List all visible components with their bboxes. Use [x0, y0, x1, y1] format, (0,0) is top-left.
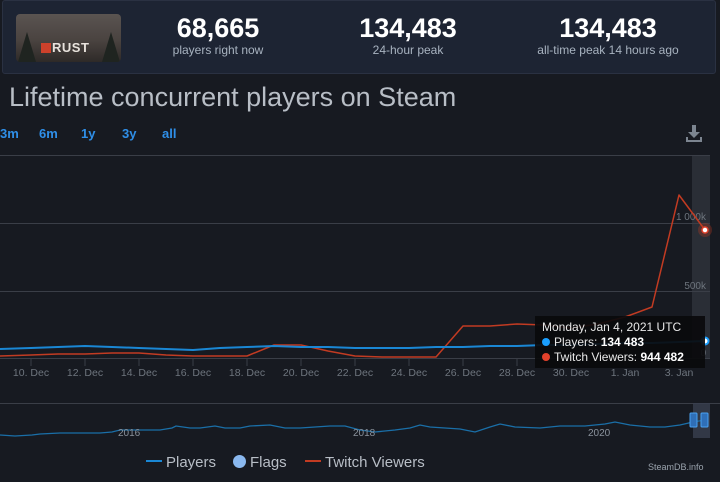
svg-text:22. Dec: 22. Dec: [337, 367, 373, 379]
range-3m-button[interactable]: 3m: [0, 126, 19, 141]
flags-dot-icon: [233, 455, 246, 468]
tooltip-row-twitch: Twitch Viewers: 944 482: [542, 350, 698, 365]
legend-players[interactable]: Players: [146, 454, 216, 471]
game-logo-text: RUST: [52, 40, 90, 55]
tooltip-label: Players:: [554, 335, 601, 349]
y-tick-1000k: 1 000k: [676, 212, 707, 223]
svg-text:26. Dec: 26. Dec: [445, 367, 481, 379]
svg-text:28. Dec: 28. Dec: [499, 367, 535, 379]
chart-tooltip: Monday, Jan 4, 2021 UTC Players: 134 483…: [535, 316, 705, 368]
legend-label: Twitch Viewers: [325, 454, 425, 471]
svg-text:1. Jan: 1. Jan: [611, 367, 640, 379]
stat-value: 134,483: [559, 13, 657, 43]
range-6m-button[interactable]: 6m: [39, 126, 58, 141]
legend-twitch-viewers[interactable]: Twitch Viewers: [305, 454, 425, 471]
rust-logo-icon: [41, 43, 51, 53]
players-line-icon: [146, 460, 162, 462]
range-all-button[interactable]: all: [162, 126, 177, 141]
navigator-chart[interactable]: 2016 2018 2020: [0, 395, 720, 445]
navigator-players-line: [0, 419, 706, 437]
legend-flags[interactable]: Flags: [233, 454, 287, 471]
stat-24h-peak: 134,483 24-hour peak: [343, 13, 473, 58]
stat-value: 134,483: [359, 13, 457, 43]
navigator-labels: 2016 2018 2020: [118, 428, 611, 439]
navigator-tick-2018: 2018: [353, 428, 376, 439]
twitch-hover-marker: [701, 226, 709, 234]
stat-label: players right now: [172, 43, 264, 57]
svg-text:24. Dec: 24. Dec: [391, 367, 427, 379]
tree-decoration: [102, 32, 120, 62]
steamdb-credit[interactable]: SteamDB.info: [648, 462, 704, 472]
tooltip-date: Monday, Jan 4, 2021 UTC: [542, 320, 682, 334]
tooltip-row-players: Players: 134 483: [542, 335, 698, 350]
stats-bar: RUST 68,665 players right now 134,483 24…: [2, 0, 716, 74]
svg-text:14. Dec: 14. Dec: [121, 367, 157, 379]
range-1y-button[interactable]: 1y: [81, 126, 96, 141]
navigator-handle-left[interactable]: [689, 412, 698, 428]
tree-decoration: [18, 32, 36, 62]
svg-text:12. Dec: 12. Dec: [67, 367, 103, 379]
svg-text:3. Jan: 3. Jan: [665, 367, 694, 379]
players-dot-icon: [542, 338, 550, 346]
twitch-dot-icon: [542, 353, 550, 361]
tooltip-label: Twitch Viewers:: [554, 350, 641, 364]
chart-title: Lifetime concurrent players on Steam: [9, 82, 457, 112]
twitch-line-icon: [305, 460, 321, 462]
y-tick-500k: 500k: [684, 281, 707, 292]
navigator-tick-2020: 2020: [588, 428, 611, 439]
download-icon[interactable]: [684, 124, 704, 144]
hover-band: [692, 155, 710, 358]
stat-value: 68,665: [176, 13, 260, 43]
navigator-handles[interactable]: [689, 412, 709, 428]
legend-label: Players: [166, 454, 217, 471]
stat-label: all-time peak 14 hours ago: [537, 43, 679, 57]
navigator-handle-right[interactable]: [700, 412, 709, 428]
game-logo: RUST: [41, 40, 89, 55]
x-axis-labels: 10. Dec 12. Dec 14. Dec 16. Dec 18. Dec 20.…: [13, 367, 694, 379]
stat-alltime-peak: 134,483 all-time peak 14 hours ago: [533, 13, 683, 58]
stat-label: 24-hour peak: [372, 43, 444, 57]
navigator-tick-2016: 2016: [118, 428, 141, 439]
svg-text:20. Dec: 20. Dec: [283, 367, 319, 379]
svg-text:30. Dec: 30. Dec: [553, 367, 589, 379]
range-3y-button[interactable]: 3y: [122, 126, 137, 141]
tooltip-value: 944 482: [640, 350, 684, 364]
gridlines: [0, 155, 710, 359]
svg-text:18. Dec: 18. Dec: [229, 367, 265, 379]
game-thumbnail[interactable]: RUST: [16, 14, 121, 62]
svg-text:16. Dec: 16. Dec: [175, 367, 211, 379]
legend-label: Flags: [250, 454, 287, 471]
stat-current-players: 68,665 players right now: [153, 13, 283, 58]
tooltip-value: 134 483: [600, 335, 645, 349]
svg-text:10. Dec: 10. Dec: [13, 367, 49, 379]
